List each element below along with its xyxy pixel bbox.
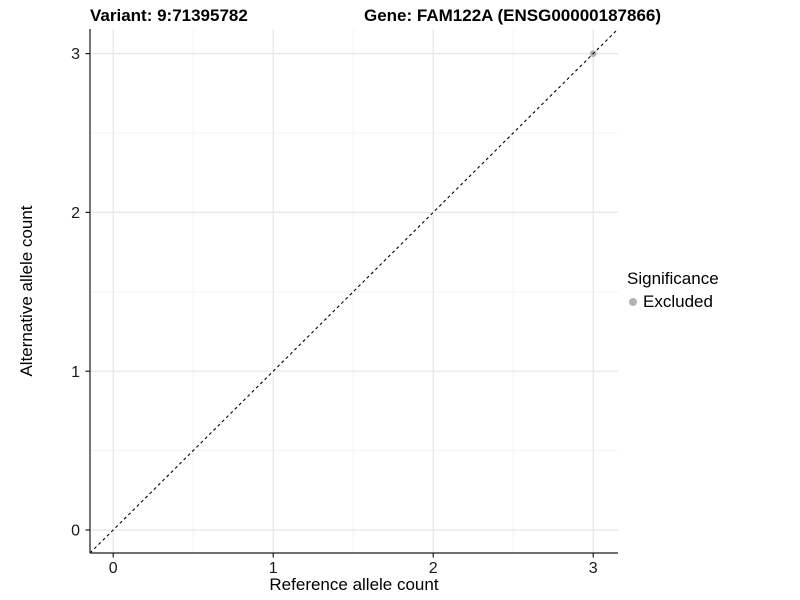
legend-title: Significance xyxy=(627,269,719,288)
plot-title-variant: Variant: 9:71395782 xyxy=(90,6,248,25)
legend: Significance Excluded xyxy=(627,269,719,312)
y-tick-label: 1 xyxy=(71,364,80,381)
legend-item-excluded: Excluded xyxy=(627,292,719,312)
y-tick-label: 0 xyxy=(71,523,80,540)
plot-title-gene: Gene: FAM122A (ENSG00000187866) xyxy=(364,6,662,25)
x-tick-label: 3 xyxy=(589,560,598,577)
identity-line xyxy=(89,28,619,554)
x-axis-title: Reference allele count xyxy=(269,575,439,594)
x-tick-label: 1 xyxy=(269,560,278,577)
y-axis-title: Alternative allele count xyxy=(17,205,36,377)
legend-item-label: Excluded xyxy=(643,292,713,311)
y-tick-label: 3 xyxy=(71,46,80,63)
x-tick-label: 2 xyxy=(429,560,438,577)
y-tick-label: 2 xyxy=(71,205,80,222)
x-tick-label: 0 xyxy=(109,560,118,577)
legend-point-icon xyxy=(629,298,637,306)
